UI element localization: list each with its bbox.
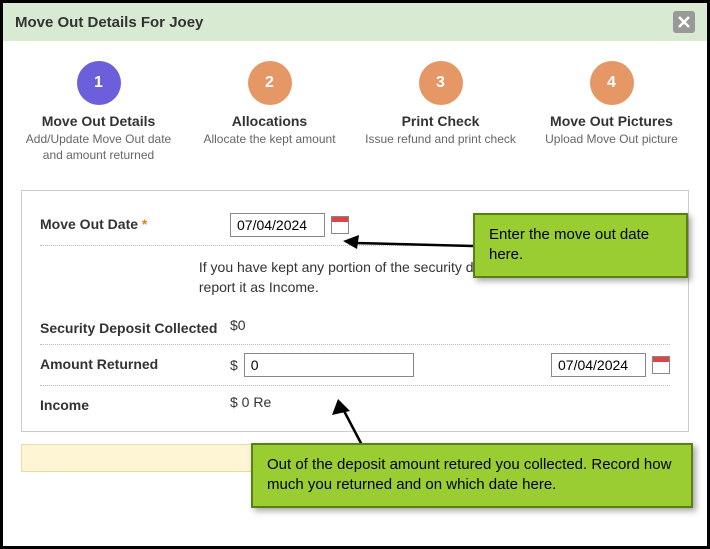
amount-returned-input[interactable]: [244, 353, 414, 377]
calendar-icon[interactable]: [652, 356, 670, 374]
step-desc: Add/Update Move Out date and amount retu…: [19, 132, 179, 163]
annotation-arrow: [308, 399, 388, 449]
step-title: Allocations: [190, 113, 350, 129]
step-desc: Issue refund and print check: [361, 132, 521, 148]
step-desc: Upload Move Out picture: [532, 132, 692, 148]
step-circle: 3: [419, 61, 463, 105]
label-deposit: Security Deposit Collected: [40, 317, 230, 336]
row-returned: Amount Returned $: [40, 345, 670, 386]
step-title: Move Out Details: [19, 113, 179, 129]
annotation-arrow: [343, 231, 483, 261]
step-circle: 2: [248, 61, 292, 105]
close-icon: [677, 15, 691, 29]
step-3[interactable]: 3 Print Check Issue refund and print che…: [361, 61, 521, 163]
label-returned: Amount Returned: [40, 353, 230, 372]
moveout-modal: Move Out Details For Joey 1 Move Out Det…: [3, 3, 707, 546]
returned-date: [551, 353, 670, 377]
step-2[interactable]: 2 Allocations Allocate the kept amount: [190, 61, 350, 163]
modal-title: Move Out Details For Joey: [15, 14, 203, 31]
value-returned: $: [230, 353, 551, 377]
required-asterisk: *: [142, 216, 147, 232]
returned-date-input[interactable]: [551, 353, 646, 377]
row-deposit: Security Deposit Collected $0: [40, 309, 670, 345]
step-title: Print Check: [361, 113, 521, 129]
step-title: Move Out Pictures: [532, 113, 692, 129]
callout-moveout-date: Enter the move out date here.: [473, 213, 688, 278]
label-income: Income: [40, 394, 230, 413]
callout-amount-returned: Out of the deposit amount retured you co…: [251, 443, 693, 508]
moveout-date-input[interactable]: [230, 213, 325, 237]
step-desc: Allocate the kept amount: [190, 132, 350, 148]
wizard-steps: 1 Move Out Details Add/Update Move Out d…: [3, 41, 707, 182]
step-circle: 1: [77, 61, 121, 105]
value-income: $ 0 Re: [230, 394, 670, 410]
value-deposit: $0: [230, 317, 670, 333]
currency-prefix: $: [230, 357, 238, 373]
modal-header: Move Out Details For Joey: [3, 3, 707, 41]
label-moveout-date: Move Out Date *: [40, 213, 230, 232]
step-1[interactable]: 1 Move Out Details Add/Update Move Out d…: [19, 61, 179, 163]
step-circle: 4: [590, 61, 634, 105]
close-button[interactable]: [673, 11, 695, 33]
step-4[interactable]: 4 Move Out Pictures Upload Move Out pict…: [532, 61, 692, 163]
